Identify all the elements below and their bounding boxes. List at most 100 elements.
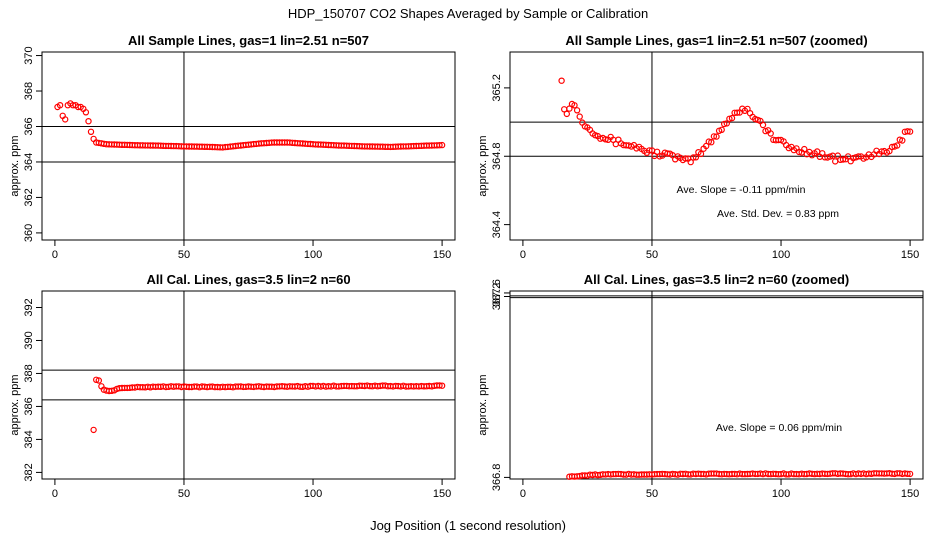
plot-frame bbox=[41, 51, 456, 241]
x-tick-label: 150 bbox=[433, 488, 451, 500]
data-point bbox=[713, 133, 720, 140]
chart-panel-p3: All Cal. Lines, gas=3.5 lin=2 n=60 0 50 100… bbox=[9, 272, 456, 500]
y-axis-label: approx. ppm bbox=[477, 374, 489, 435]
chart-panel-p1: All Sample Lines, gas=1 lin=2.51 n=507 0 5… bbox=[9, 33, 456, 261]
data-point bbox=[906, 470, 914, 478]
chart-panel-p2: All Sample Lines, gas=1 lin=2.51 n=507 (… bbox=[477, 33, 924, 261]
data-point bbox=[438, 141, 446, 149]
x-tick-label: 0 bbox=[52, 488, 58, 500]
data-point bbox=[602, 136, 609, 143]
y-tick-label: 365.2 bbox=[491, 74, 503, 102]
plot-frame bbox=[509, 51, 924, 241]
annotation-text: Ave. Std. Dev. = 0.83 ppm bbox=[717, 208, 839, 220]
x-tick-label: 0 bbox=[520, 488, 526, 500]
data-point bbox=[832, 158, 839, 165]
x-tick-label: 50 bbox=[646, 249, 658, 261]
data-point bbox=[576, 113, 583, 120]
data-point bbox=[436, 141, 443, 149]
y-tick-label: 384 bbox=[23, 430, 35, 448]
annotation-text: Ave. Slope = 0.06 ppm/min bbox=[716, 422, 842, 434]
y-axis-label: approx. ppm bbox=[9, 374, 21, 435]
data-point bbox=[82, 109, 90, 116]
y-tick-label: 387.6 bbox=[491, 279, 503, 307]
data-point bbox=[436, 382, 443, 389]
y-tick-label: 364.4 bbox=[491, 211, 503, 239]
data-point bbox=[108, 387, 115, 394]
y-tick-label: 364 bbox=[23, 153, 35, 171]
y-tick-label: 366.8 bbox=[491, 464, 503, 492]
data-point bbox=[904, 470, 911, 477]
data-point bbox=[87, 128, 95, 135]
data-point bbox=[899, 137, 906, 144]
data-point bbox=[85, 117, 92, 125]
data-point bbox=[682, 155, 689, 162]
data-point bbox=[708, 138, 715, 146]
data-point bbox=[571, 102, 578, 109]
y-tick-label: 386 bbox=[23, 397, 35, 415]
y-tick-label: 366 bbox=[23, 117, 35, 135]
data-point bbox=[839, 156, 847, 163]
panel-title: All Sample Lines, gas=1 lin=2.51 n=507 (… bbox=[565, 33, 867, 48]
data-point bbox=[687, 158, 694, 166]
data-point bbox=[894, 142, 901, 149]
data-point bbox=[721, 120, 728, 128]
x-tick-label: 0 bbox=[520, 249, 526, 261]
data-point bbox=[92, 376, 100, 383]
data-point bbox=[56, 101, 64, 109]
x-tick-label: 100 bbox=[304, 488, 322, 500]
x-tick-label: 50 bbox=[178, 488, 190, 500]
data-point bbox=[690, 154, 697, 161]
x-tick-label: 150 bbox=[433, 249, 451, 261]
plot-frame bbox=[509, 290, 924, 480]
y-tick-label: 392 bbox=[23, 298, 35, 316]
data-point bbox=[653, 148, 661, 155]
panel-title: All Cal. Lines, gas=3.5 lin=2 n=60 (zoom… bbox=[584, 272, 850, 287]
y-tick-label: 368 bbox=[23, 82, 35, 100]
x-tick-label: 100 bbox=[772, 488, 790, 500]
panel-title: All Sample Lines, gas=1 lin=2.51 n=507 bbox=[128, 33, 369, 48]
x-tick-label: 0 bbox=[52, 249, 58, 261]
data-point bbox=[767, 130, 774, 137]
y-tick-label: 360 bbox=[23, 224, 35, 242]
data-point bbox=[906, 128, 914, 135]
y-tick-label: 387.2 bbox=[491, 283, 503, 311]
data-point bbox=[710, 133, 718, 140]
data-point bbox=[723, 120, 731, 127]
data-point bbox=[90, 426, 97, 434]
data-point bbox=[438, 382, 446, 389]
x-axis-label: Jog Position (1 second resolution) bbox=[370, 518, 566, 533]
y-tick-label: 390 bbox=[23, 331, 35, 349]
y-tick-label: 362 bbox=[23, 188, 35, 206]
data-point bbox=[61, 116, 69, 123]
y-axis-label: approx. ppm bbox=[9, 135, 21, 196]
data-point bbox=[697, 150, 705, 158]
data-point bbox=[563, 110, 571, 118]
data-point bbox=[795, 148, 803, 156]
y-tick-label: 382 bbox=[23, 463, 35, 481]
data-point bbox=[646, 147, 653, 154]
x-tick-label: 50 bbox=[178, 249, 190, 261]
data-point bbox=[705, 138, 713, 145]
y-tick-label: 364.8 bbox=[491, 142, 503, 170]
y-tick-label: 370 bbox=[23, 46, 35, 64]
x-tick-label: 100 bbox=[304, 249, 322, 261]
x-tick-label: 100 bbox=[772, 249, 790, 261]
panel-title: All Cal. Lines, gas=3.5 lin=2 n=60 bbox=[146, 272, 350, 287]
data-point bbox=[558, 77, 565, 84]
chart-panel-p4: All Cal. Lines, gas=3.5 lin=2 n=60 (zoom… bbox=[477, 272, 924, 500]
data-point bbox=[95, 377, 103, 384]
data-point bbox=[692, 154, 700, 161]
annotation-text: Ave. Slope = -0.11 ppm/min bbox=[677, 184, 806, 196]
data-point bbox=[726, 115, 733, 123]
data-point bbox=[904, 128, 911, 135]
x-tick-label: 150 bbox=[901, 249, 919, 261]
y-tick-label: 388 bbox=[23, 364, 35, 382]
x-tick-label: 50 bbox=[646, 488, 658, 500]
data-point bbox=[759, 121, 767, 129]
plot-frame bbox=[41, 290, 456, 480]
y-axis-label: approx. ppm bbox=[477, 135, 489, 196]
data-point bbox=[573, 107, 581, 114]
data-point bbox=[855, 153, 862, 160]
figure-title: HDP_150707 CO2 Shapes Averaged by Sample… bbox=[288, 6, 648, 21]
